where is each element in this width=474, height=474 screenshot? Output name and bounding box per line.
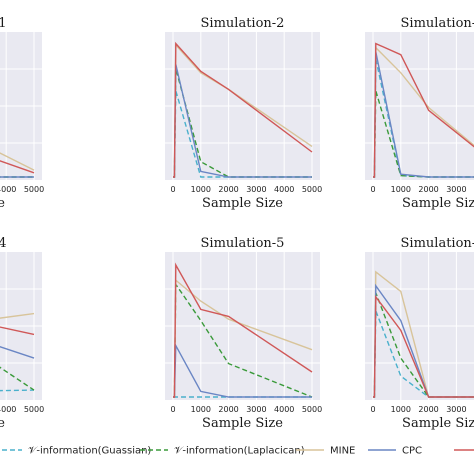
x-tick-label: 2000	[218, 185, 238, 194]
legend-entry-3: MINE	[296, 446, 355, 457]
x-axis-label: Sample Size	[402, 196, 474, 211]
x-tick-label: 1000	[191, 185, 211, 194]
x-axis-label: Sample Size	[402, 416, 474, 431]
x-tick-label: 3000	[246, 185, 266, 194]
panel-4: Simulation-4010002000300040005000Sample …	[0, 236, 44, 431]
x-tick-label: 4000	[0, 405, 16, 414]
panel-title: Simulation-3	[401, 16, 474, 31]
x-tick-label: 0	[170, 405, 175, 414]
x-tick-label: 0	[370, 405, 375, 414]
series-line-5	[173, 41, 313, 178]
panel-title: Simulation-2	[201, 16, 285, 31]
x-tick-label: 4000	[274, 185, 294, 194]
x-tick-label: 2000	[218, 405, 238, 414]
legend-label: CPC	[402, 446, 422, 457]
x-tick-label: 0	[170, 185, 175, 194]
series-group	[373, 270, 474, 398]
x-axis-label: Sample Size	[0, 196, 5, 211]
x-axis-label: Sample Size	[202, 416, 283, 431]
legend: 𝒱-information(Guassian) 𝒱-information(Lap…	[0, 446, 474, 457]
legend-entry-2: 𝒱-information(Laplacican)	[140, 446, 305, 457]
series-group	[373, 42, 474, 178]
panel-title: Simulation-4	[0, 236, 6, 251]
panels: Simulation-1 0 1000 2000 3000 4000 5000 Sample …	[0, 16, 474, 431]
x-tick-label: 5000	[302, 185, 322, 194]
panel-title: Simulation-1	[0, 16, 6, 31]
panel-title: Simulation-6	[401, 236, 474, 251]
x-axis-label: Sample Size	[202, 196, 283, 211]
panel-3: Simulation-3010002000300040005000Sample …	[365, 16, 474, 211]
panel-2: Simulation-2 0 1000 2000 3000 4000 5000 Sample …	[165, 16, 322, 211]
series-group	[173, 41, 313, 178]
x-tick-label: 5000	[302, 405, 322, 414]
legend-entry-1: 𝒱-information(Guassian)	[0, 446, 151, 457]
x-tick-label: 3000	[246, 405, 266, 414]
x-tick-label: 5000	[24, 185, 44, 194]
series-line-5	[373, 294, 474, 398]
x-tick-label: 4000	[0, 185, 16, 194]
x-axis-label: Sample Size	[0, 416, 5, 431]
series-line-5	[373, 42, 474, 178]
x-tick-label: 0	[370, 185, 375, 194]
panel-title: Simulation-5	[201, 236, 285, 251]
legend-label: 𝒱-information(Laplacican)	[174, 446, 305, 457]
x-tick-label: 3000	[446, 185, 466, 194]
panel-1: Simulation-1010002000300040005000Sample …	[0, 16, 44, 211]
panel-6: Simulation-6010002000300040005000Sample …	[365, 236, 474, 431]
x-tick-label: 1000	[191, 405, 211, 414]
legend-label: MINE	[330, 446, 355, 457]
x-tick-label: 4000	[274, 405, 294, 414]
legend-label: 𝒱-information(Guassian)	[28, 446, 151, 457]
x-tick-label: 3000	[446, 405, 466, 414]
x-tick-label: 2000	[418, 185, 438, 194]
legend-entry-4: CPC	[368, 446, 422, 457]
x-tick-label: 5000	[24, 405, 44, 414]
series-line-5	[173, 262, 313, 398]
series-group	[173, 262, 313, 398]
panel-5: Simulation-5 0 1000 2000 3000 4000 5000 Sample …	[165, 236, 322, 431]
x-tick-label: 2000	[418, 405, 438, 414]
x-tick-label: 1000	[391, 185, 411, 194]
x-tick-label: 1000	[391, 405, 411, 414]
